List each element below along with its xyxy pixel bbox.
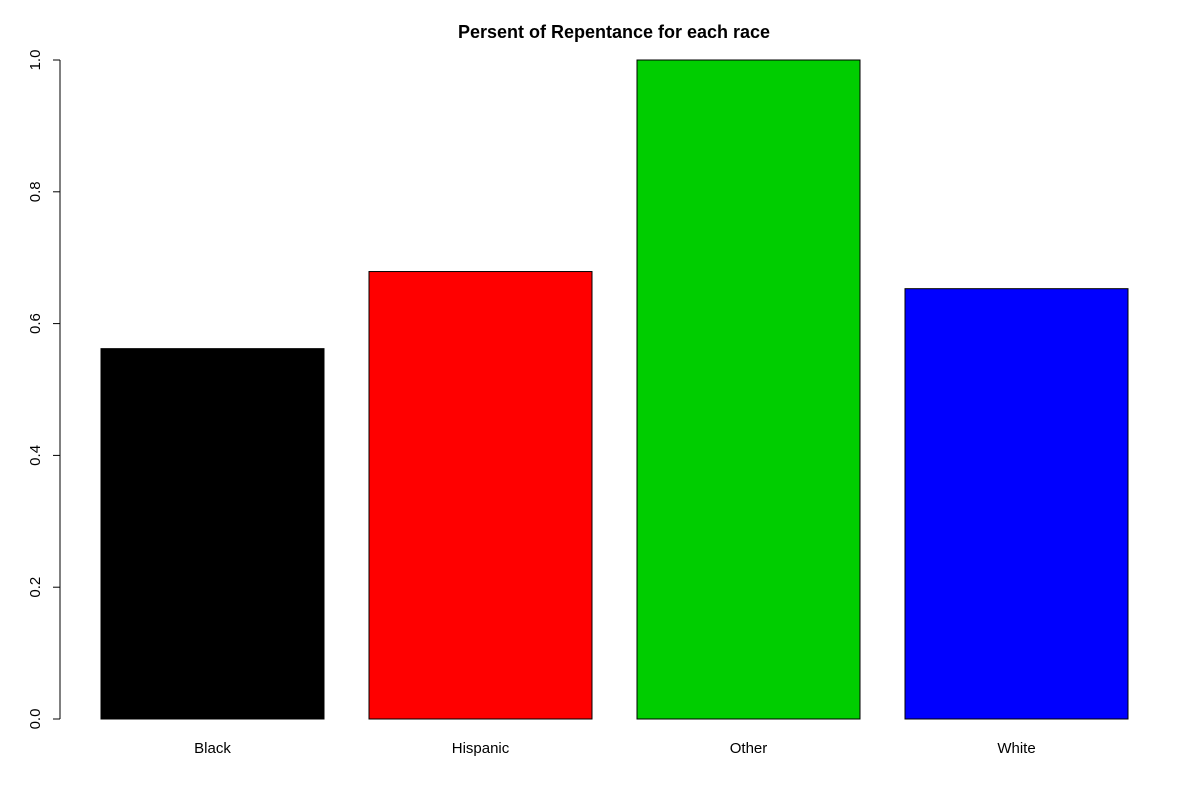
x-category-label: Other	[730, 740, 768, 757]
y-tick-label: 0.2	[27, 577, 44, 598]
bar-white	[904, 288, 1129, 720]
y-tick-label: 0.0	[27, 709, 44, 730]
chart-title: Persent of Repentance for each race	[458, 22, 770, 42]
y-tick-label: 0.6	[27, 313, 44, 334]
bar-black	[100, 348, 325, 720]
x-axis-labels: Black Hispanic Other White	[194, 740, 1036, 757]
y-tick-label: 0.4	[27, 445, 44, 466]
bars-group	[100, 59, 1129, 720]
y-axis: 0.0 0.2 0.4 0.6 0.8 1.0	[27, 50, 61, 730]
bar-hispanic	[368, 271, 593, 720]
x-category-label: Hispanic	[452, 740, 510, 757]
y-tick-label: 0.8	[27, 181, 44, 202]
y-tick-label: 1.0	[27, 50, 44, 71]
x-category-label: White	[997, 740, 1035, 757]
bar-other	[636, 59, 861, 720]
x-category-label: Black	[194, 740, 231, 757]
